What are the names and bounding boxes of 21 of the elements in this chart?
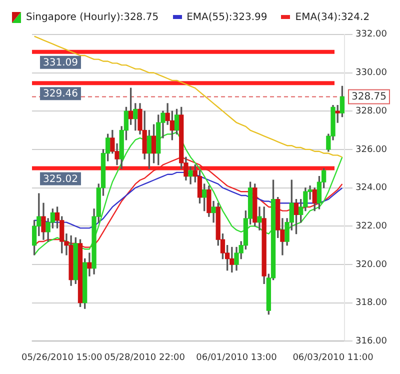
y-tick-label: 324.00 — [356, 183, 388, 194]
y-tick-label: 330.00 — [356, 68, 388, 78]
legend-label: EMA(55):323.99 — [186, 12, 268, 22]
legend-label: EMA(34):324.2 — [295, 12, 370, 22]
ref-line-label: 328.75 — [352, 91, 387, 102]
ref-line-label: 325.02 — [43, 174, 78, 185]
y-tick-label: 320.00 — [356, 260, 388, 270]
y-tick-label: 332.00 — [356, 30, 388, 40]
y-tick-label: 328.00 — [356, 106, 388, 116]
y-tick-label: 322.00 — [356, 221, 388, 232]
x-tick-label: 06/03/2010 11:00 — [292, 352, 374, 363]
y-tick-label: 326.00 — [356, 144, 388, 155]
x-tick-label: 05/26/2010 15:00 — [22, 352, 102, 363]
y-tick-label: 316.00 — [356, 336, 388, 347]
chart-title: Singapore (Hourly):328.75 — [26, 12, 159, 22]
y-tick-label: 318.00 — [356, 298, 388, 308]
x-tick-label: 06/01/2010 13:00 — [196, 352, 278, 363]
candlestick — [87, 252, 92, 276]
ref-line-label: 329.46 — [43, 88, 78, 100]
ref-line-label: 331.09 — [43, 57, 78, 68]
x-tick-label: 05/28/2010 22:00 — [104, 352, 186, 363]
